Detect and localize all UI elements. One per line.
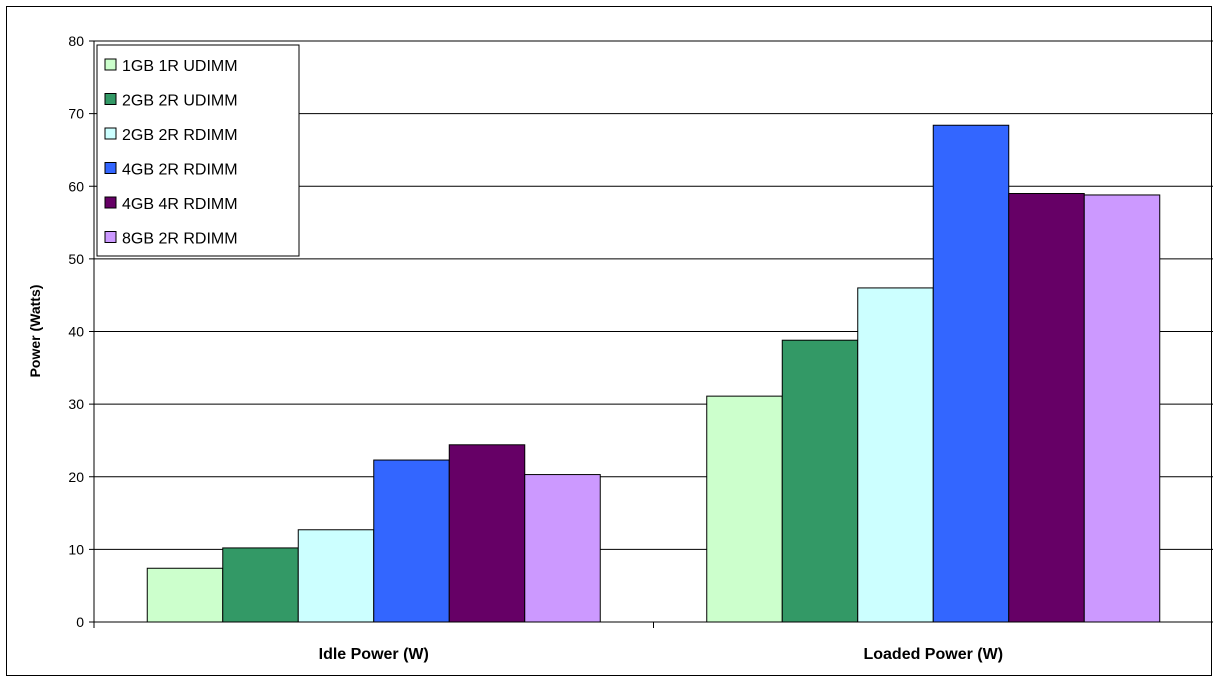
axes: 0 10 20 30 40 50 60 70 80 Idle Power (W) Loaded Po…: [68, 33, 1213, 663]
bar-2-1: [222, 547, 299, 623]
bar-2-2: [781, 339, 859, 623]
y-tick-label: 60: [68, 178, 84, 194]
legend-box: [96, 44, 300, 257]
legend-label: 8GB 2R RDIMM: [122, 231, 238, 248]
bar-chart: 0 10 20 30 40 50 60 70 80 Idle Power (W) Loaded Po…: [27, 33, 1213, 663]
bar-6-1: [524, 474, 601, 623]
legend-swatch: [104, 231, 117, 243]
legend-label: 4GB 2R RDIMM: [122, 162, 238, 179]
chart-frame: 0 10 20 30 40 50 60 70 80 Idle Power (W) Loaded Po…: [6, 6, 1213, 676]
bar-4-2: [932, 124, 1010, 623]
bar-3-1: [297, 529, 375, 623]
y-tick-label: 10: [68, 541, 84, 557]
bar-1-2: [706, 395, 783, 623]
x-category-label: Idle Power (W): [319, 646, 429, 663]
bar-1-1: [146, 567, 224, 623]
legend-swatch: [104, 58, 117, 71]
y-tick-label: 70: [68, 106, 84, 122]
legend: 1GB 1R UDIMM 2GB 2R UDIMM 2GB 2R RDIMM 4GB …: [96, 44, 300, 257]
bar-5-1: [448, 444, 526, 623]
y-tick-label: 40: [68, 324, 84, 340]
legend-label: 2GB 2R RDIMM: [122, 127, 238, 144]
bar-4-1: [373, 459, 450, 623]
bar-3-2: [857, 287, 934, 623]
bar-6-2: [1083, 194, 1161, 623]
legend-swatch: [104, 93, 117, 105]
y-tick-label: 50: [68, 251, 84, 267]
y-axis-title: Power (Watts): [27, 285, 43, 378]
bar-5-2: [1008, 193, 1085, 623]
y-tick-label: 30: [68, 396, 84, 412]
y-tick-label: 0: [76, 614, 84, 630]
legend-label: 4GB 4R RDIMM: [122, 196, 238, 213]
legend-label: 2GB 2R UDIMM: [122, 93, 238, 110]
legend-swatch: [104, 196, 117, 209]
legend-swatch: [104, 162, 117, 174]
y-tick-label: 80: [68, 33, 84, 49]
legend-label: 1GB 1R UDIMM: [122, 58, 238, 75]
x-category-label: Loaded Power (W): [863, 646, 1003, 663]
legend-swatch: [104, 127, 117, 140]
y-tick-label: 20: [68, 469, 84, 485]
bars: [146, 124, 1161, 623]
